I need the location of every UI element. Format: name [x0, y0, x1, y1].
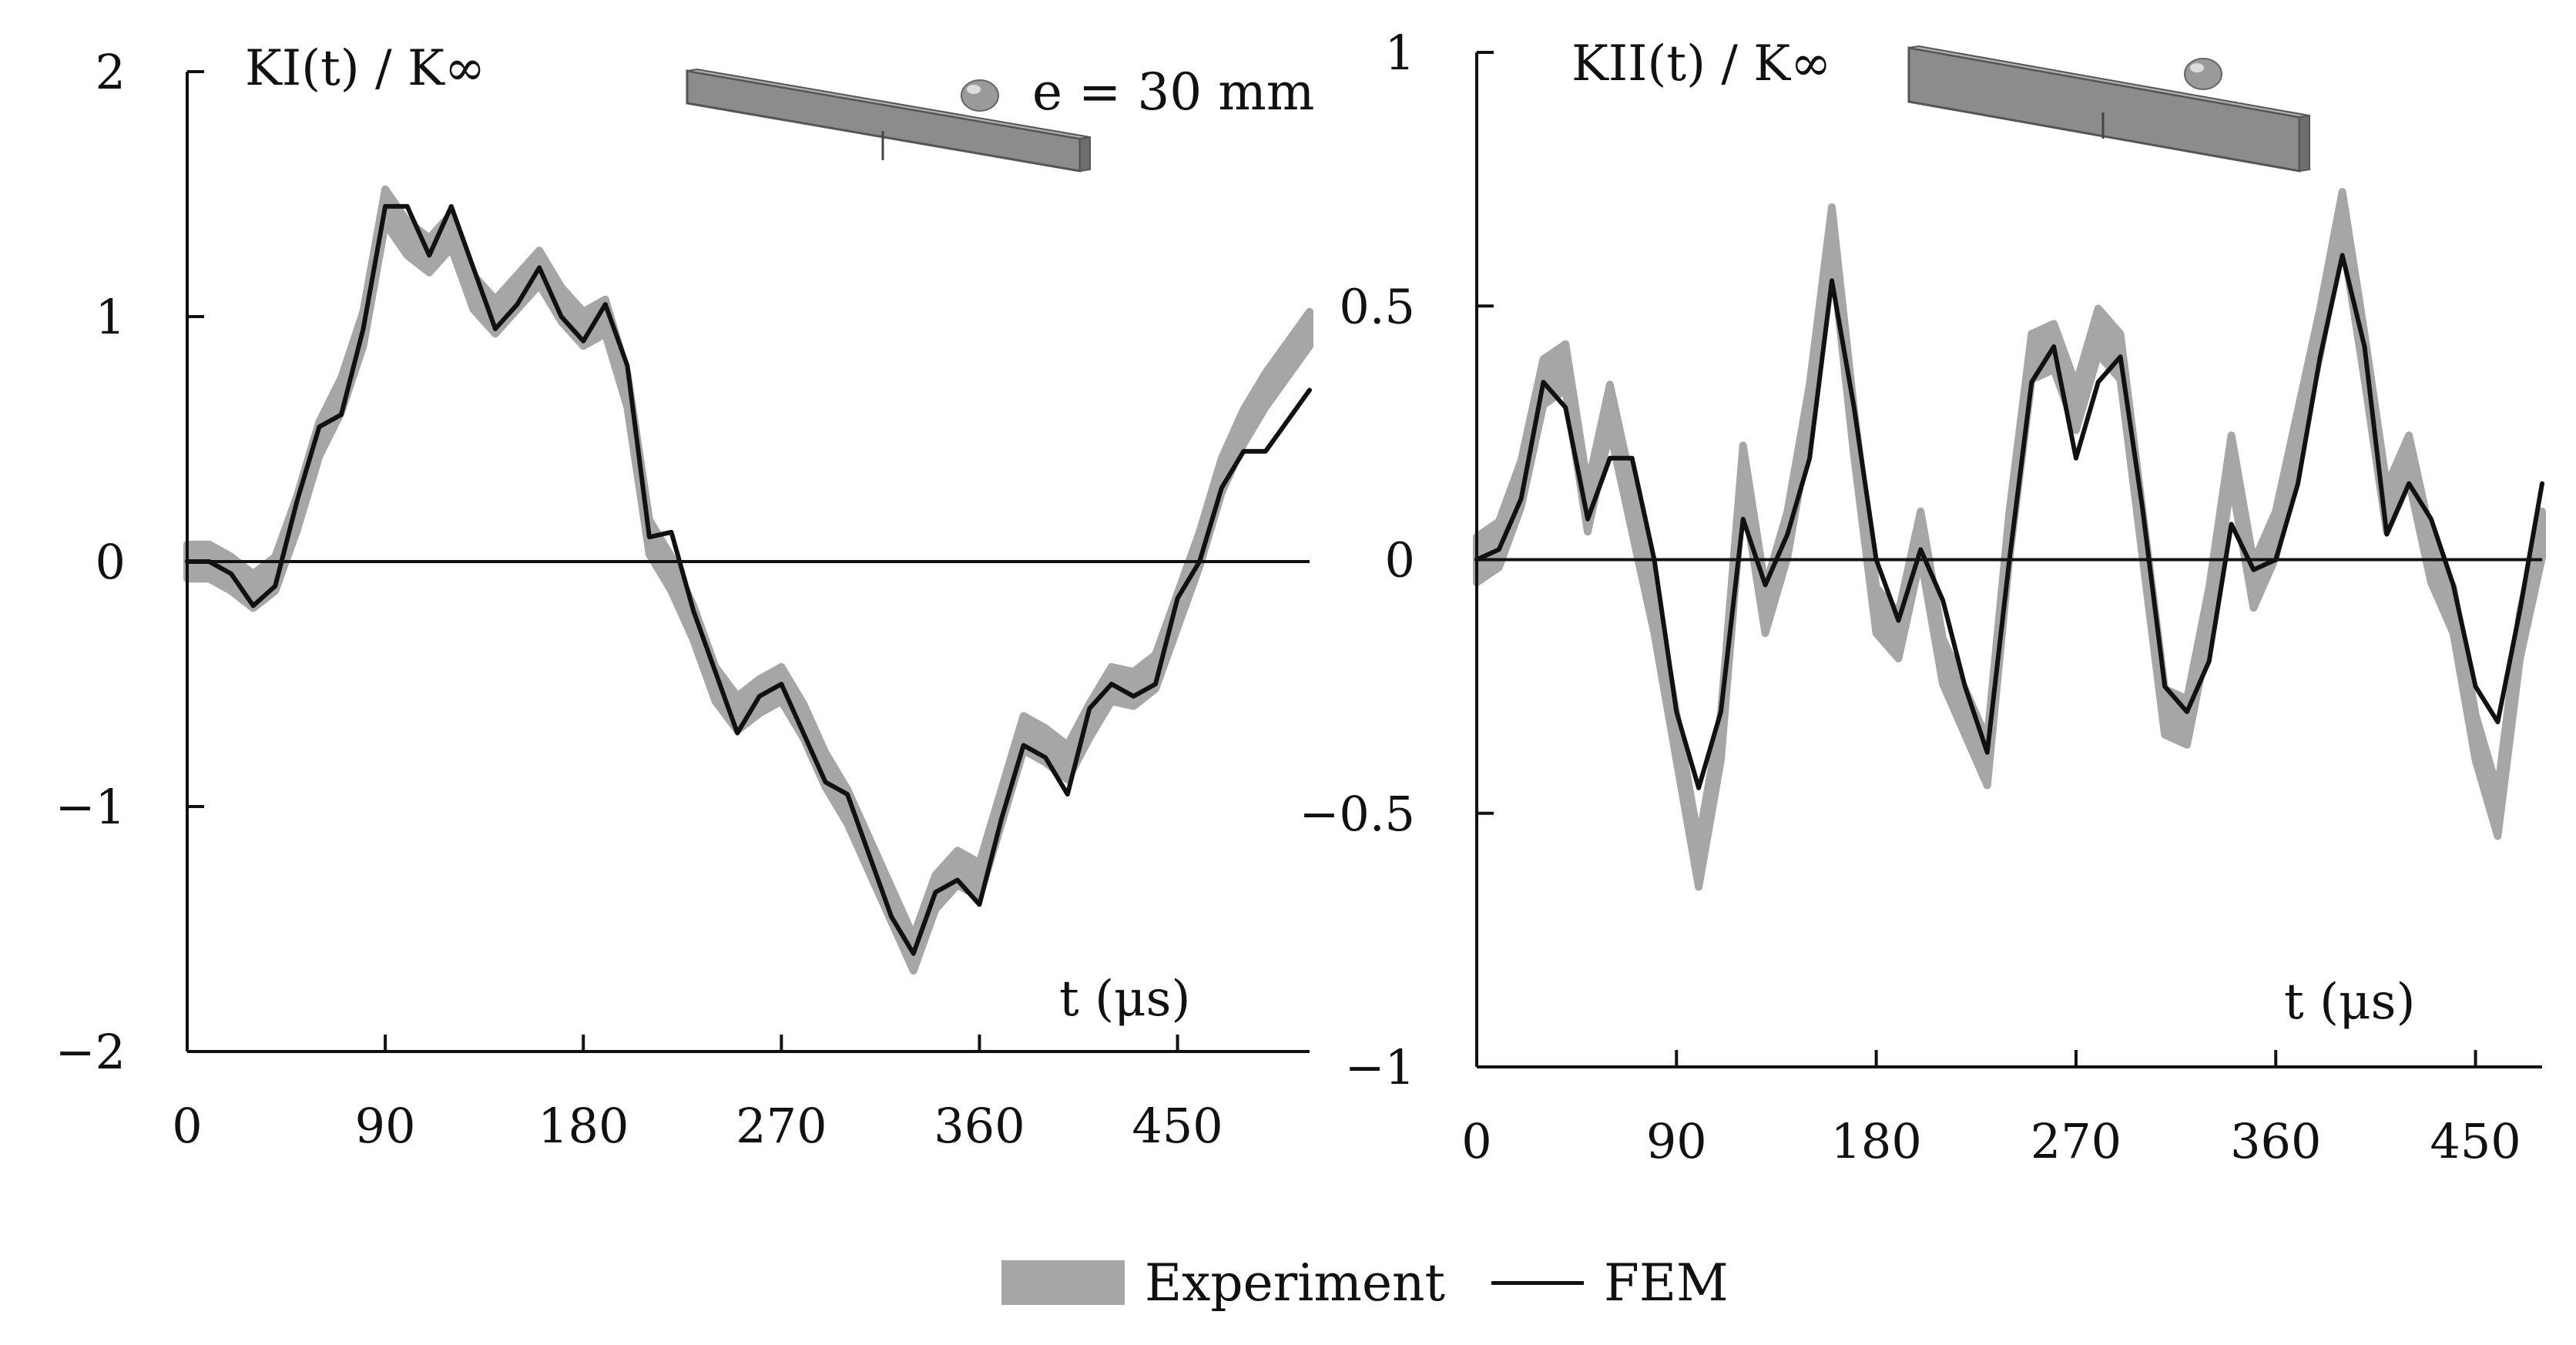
- y-tick-label: −2: [55, 1024, 126, 1080]
- x-tick-label: 90: [355, 1098, 416, 1154]
- y-tick-label: 1: [96, 289, 126, 345]
- beam-schematic-kii: [1907, 45, 2310, 173]
- ticks-kii: 0 90 180 270 360 450 1 0.5 0 −0.5 −1: [1299, 25, 2521, 1169]
- fem-line-ki: [185, 203, 1312, 956]
- legend-swatch-experiment: [1001, 1260, 1125, 1305]
- ylabel-kii: KII(t) / K∞: [1571, 35, 1831, 92]
- x-tick-label: 450: [1132, 1098, 1223, 1154]
- x-tick-label: 360: [2230, 1113, 2321, 1169]
- x-tick-label: 360: [934, 1098, 1025, 1154]
- y-tick-label: 0: [96, 534, 126, 590]
- x-tick-label: 90: [1646, 1113, 1707, 1169]
- legend-swatch-fem: [1491, 1280, 1585, 1285]
- beam-schematic-ki: [686, 68, 1091, 173]
- legend-label-fem: FEM: [1604, 1253, 1729, 1313]
- xlabel-kii: t (μs): [2284, 974, 2415, 1031]
- x-tick-label: 180: [538, 1098, 629, 1154]
- ticks-ki: 0 90 180 270 360 450 2 1 0 −1 −2: [55, 44, 1223, 1154]
- legend-item-experiment: Experiment: [1001, 1253, 1445, 1313]
- experiment-band-ki: [183, 185, 1313, 975]
- x-tick-label: 450: [2430, 1113, 2521, 1169]
- x-tick-label: 270: [2031, 1113, 2122, 1169]
- experiment-band: [183, 185, 1313, 975]
- legend-label-experiment: Experiment: [1145, 1253, 1446, 1313]
- y-tick-label: 1: [1385, 25, 1415, 81]
- legend-item-fem: FEM: [1491, 1253, 1729, 1313]
- xlabel-ki: t (μs): [1059, 971, 1190, 1028]
- x-tick-label: 270: [736, 1098, 827, 1154]
- x-tick-label: 180: [1830, 1113, 1921, 1169]
- y-tick-label: 0.5: [1339, 278, 1415, 334]
- chart-panel-ki: 0 90 180 270 360 450 2 1 0 −1 −2 KI(t) / K∞ t (μs)…: [55, 40, 1315, 1154]
- legend: Experiment FEM: [1001, 1252, 1729, 1313]
- fem-series-line: [1474, 253, 2544, 790]
- experiment-band: [1473, 188, 2546, 891]
- y-tick-label: −1: [1345, 1039, 1415, 1095]
- chart-panel-kii: 0 90 180 270 360 450 1 0.5 0 −0.5 −1 KII(t) / K∞ t…: [1299, 25, 2546, 1169]
- fem-series-line: [185, 203, 1312, 956]
- fem-line-kii: [1474, 253, 2544, 790]
- x-tick-label: 0: [1461, 1113, 1491, 1169]
- ylabel-ki: KI(t) / K∞: [245, 40, 485, 97]
- y-tick-label: −1: [55, 779, 126, 835]
- impactor-ball-kii: [2184, 58, 2222, 90]
- y-tick-label: 0: [1385, 532, 1415, 589]
- x-tick-label: 0: [172, 1098, 202, 1154]
- impactor-ball-ki: [961, 79, 999, 112]
- y-tick-label: −0.5: [1299, 786, 1415, 842]
- y-tick-label: 2: [96, 44, 126, 100]
- eccentricity-annotation: e = 30 mm: [1032, 62, 1314, 122]
- experiment-band-kii: [1473, 188, 2546, 891]
